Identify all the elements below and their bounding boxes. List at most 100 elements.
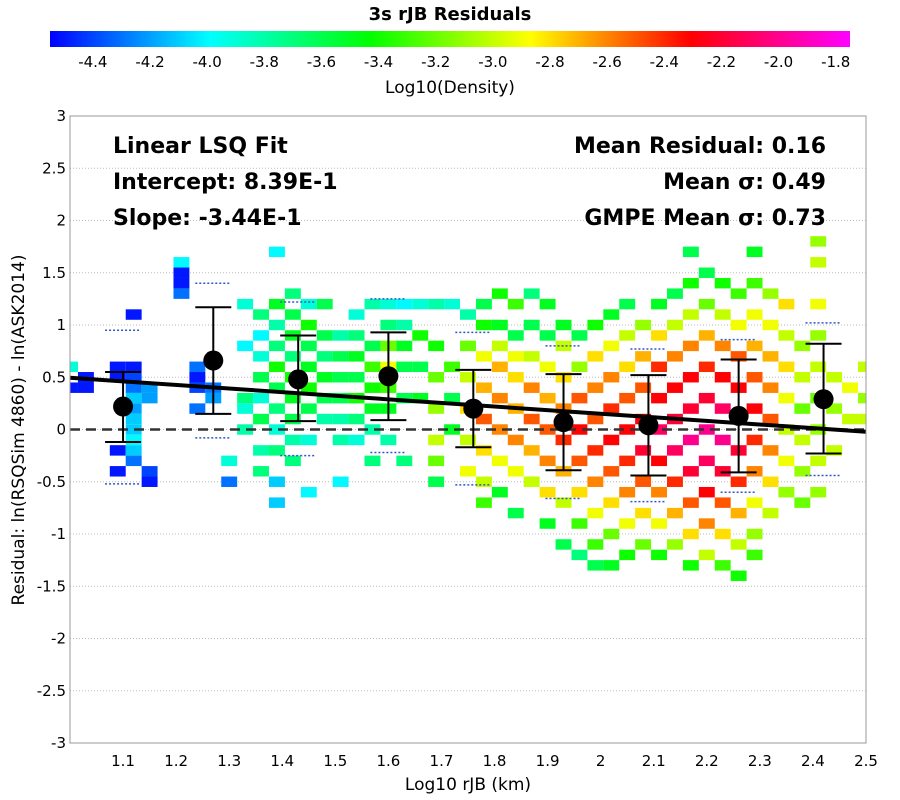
density-cell	[762, 319, 779, 331]
y-tick-label: -1	[51, 525, 66, 543]
density-cell	[269, 361, 285, 373]
density-cell	[682, 309, 699, 320]
density-cell	[698, 330, 715, 341]
density-cell	[300, 319, 317, 331]
density-cell	[428, 434, 445, 446]
density-cell	[682, 560, 699, 571]
density-cell	[444, 424, 461, 435]
y-tick-label: -2	[51, 630, 66, 648]
y-tick-label: -1.5	[37, 577, 66, 595]
y-tick-label: 3	[56, 107, 66, 125]
density-cell	[396, 340, 413, 352]
density-cell	[284, 288, 301, 299]
density-cell	[651, 486, 667, 498]
mean-marker	[113, 396, 134, 417]
colorbar	[50, 31, 850, 47]
density-cell	[730, 319, 747, 331]
density-cell	[667, 539, 683, 550]
density-cell	[125, 424, 142, 435]
density-cell	[125, 309, 142, 320]
density-cell	[70, 361, 78, 373]
density-cell	[667, 507, 683, 519]
density-cell	[237, 298, 254, 310]
density-cell	[667, 319, 683, 331]
density-cell	[587, 413, 604, 425]
density-cell	[571, 486, 588, 498]
density-cell	[762, 445, 779, 456]
density-cell	[651, 455, 667, 467]
density-cell	[396, 455, 413, 467]
density-cell	[237, 392, 254, 404]
density-cell	[555, 539, 572, 550]
density-cell	[539, 486, 556, 498]
mean-marker	[203, 350, 224, 371]
colorbar-tick-label: -4.4	[78, 53, 107, 71]
density-cell	[794, 403, 811, 414]
density-cell	[746, 403, 763, 414]
density-cell	[237, 424, 254, 435]
density-cell	[284, 309, 301, 320]
density-cell	[523, 476, 540, 487]
density-cell	[587, 507, 604, 519]
density-cell	[826, 403, 843, 414]
density-cell	[269, 246, 285, 258]
density-cell	[253, 330, 269, 341]
density-cell	[348, 330, 365, 341]
density-cell	[603, 528, 620, 540]
density-cell	[778, 298, 795, 310]
density-cell	[651, 549, 667, 561]
density-cell	[603, 309, 620, 320]
density-cell	[253, 309, 269, 320]
density-cell	[587, 560, 604, 571]
density-cell	[284, 351, 301, 362]
mean-marker	[553, 412, 574, 433]
density-cell	[682, 466, 699, 477]
density-cell	[619, 549, 636, 561]
density-cell	[842, 382, 859, 393]
density-cell	[332, 434, 349, 446]
density-cell	[667, 382, 683, 393]
density-cell	[253, 392, 269, 404]
density-cell	[460, 309, 476, 320]
mean-marker	[463, 398, 484, 419]
density-cell	[364, 361, 381, 373]
colorbar-tick-label: -2.0	[764, 53, 793, 71]
colorbar-tick-label: -3.4	[364, 53, 393, 71]
density-cell	[730, 351, 747, 362]
density-cell	[635, 351, 652, 362]
y-tick-label: -0.5	[37, 473, 66, 491]
density-cell	[746, 340, 763, 352]
density-cell	[603, 403, 620, 414]
density-cell	[507, 330, 524, 341]
density-cell	[316, 372, 333, 383]
density-cell	[619, 486, 636, 498]
density-cell	[858, 392, 866, 404]
density-cell	[603, 497, 620, 508]
density-cell	[523, 351, 540, 362]
density-cell	[714, 466, 731, 477]
density-cell	[682, 403, 699, 414]
density-cell	[475, 298, 492, 310]
density-cell	[762, 476, 779, 487]
density-cell	[189, 372, 206, 383]
density-cell	[810, 236, 827, 247]
density-cell	[714, 340, 731, 352]
colorbar-tick-label: -2.6	[593, 53, 622, 71]
density-cell	[523, 382, 540, 393]
density-cell	[269, 382, 285, 393]
density-cell	[284, 392, 301, 404]
density-cell	[635, 539, 652, 550]
density-cell	[125, 372, 142, 383]
density-cell	[316, 392, 333, 404]
density-cell	[491, 319, 508, 331]
density-cell	[746, 466, 763, 477]
density-cell	[635, 382, 652, 393]
density-cell	[141, 382, 158, 393]
density-cell	[714, 403, 731, 414]
density-cell	[651, 298, 667, 310]
x-tick-label: 1.2	[164, 752, 188, 770]
density-cell	[667, 476, 683, 487]
density-cell	[714, 372, 731, 383]
density-cell	[810, 257, 827, 268]
density-cell	[125, 382, 142, 393]
